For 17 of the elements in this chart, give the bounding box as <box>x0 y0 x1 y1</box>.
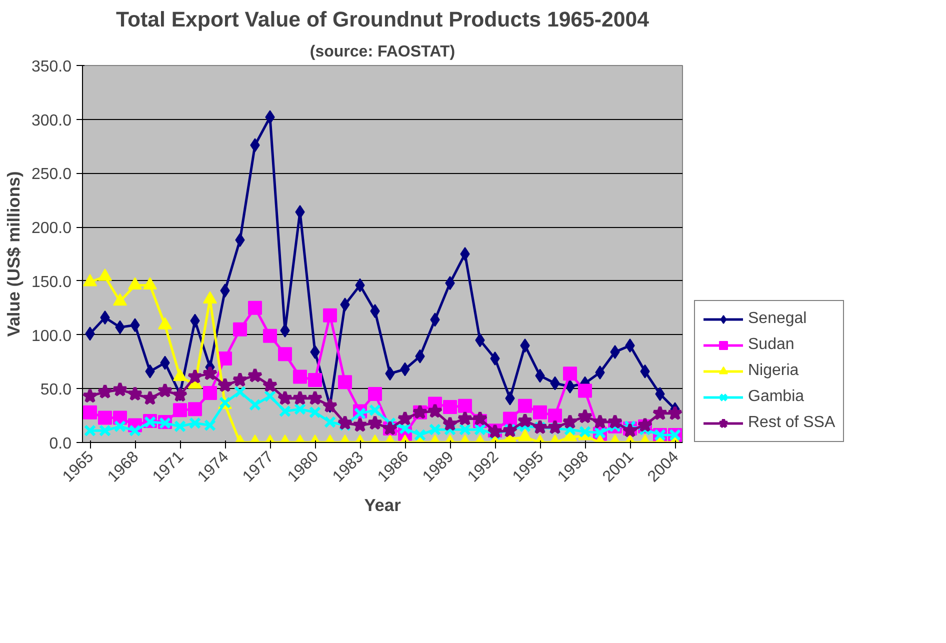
y-tick-label: 0.0 <box>49 436 72 452</box>
chart-title: Total Export Value of Groundnut Products 1965-2004 <box>116 8 650 32</box>
y-tick-label: 350.0 <box>31 58 72 76</box>
y-axis-title: Value (US$ millions) <box>3 171 24 337</box>
x-axis-title: Year <box>364 495 402 516</box>
legend-label: Senegal <box>748 310 807 328</box>
legend-label: Sudan <box>748 336 794 354</box>
y-tick-label: 50.0 <box>40 382 72 399</box>
y-tick-label: 250.0 <box>31 166 72 184</box>
legend-label: Nigeria <box>748 362 799 380</box>
y-tick-label: 100.0 <box>31 328 72 345</box>
y-tick-label: 200.0 <box>31 220 72 238</box>
chart-subtitle: (source: FAOSTAT) <box>310 44 456 60</box>
y-tick-label: 300.0 <box>31 112 72 130</box>
legend-label: Rest of SSA <box>748 414 836 432</box>
legend-label: Gambia <box>748 388 804 406</box>
y-tick-label: 150.0 <box>31 274 72 291</box>
